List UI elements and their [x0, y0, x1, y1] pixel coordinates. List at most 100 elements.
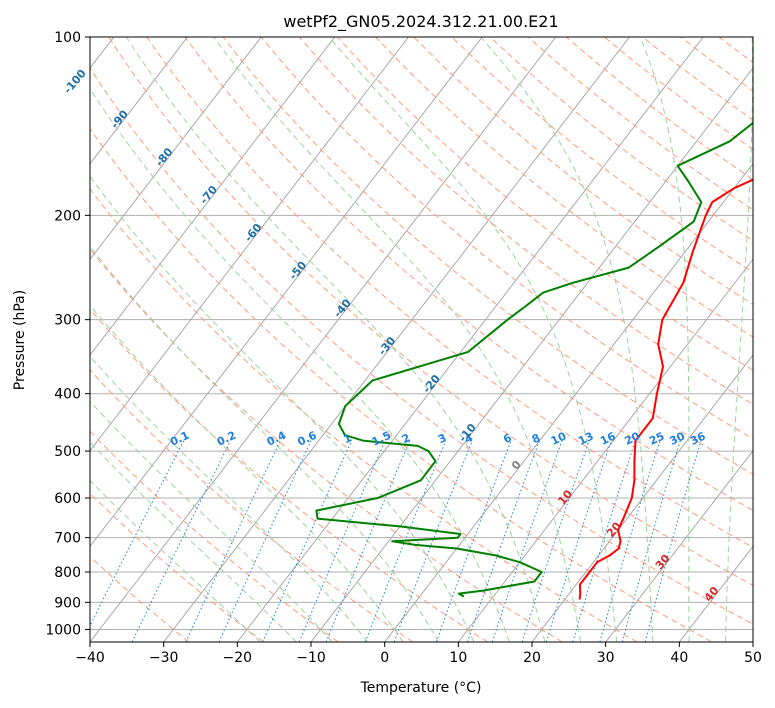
dewpoint-series-line — [315, 121, 753, 598]
y-tick-label: 1000 — [45, 622, 81, 638]
dry-adiabat-label: 10 — [555, 487, 575, 507]
dry-adiabat-label: 40 — [702, 584, 722, 604]
moist-adiabat-line — [90, 400, 333, 642]
background-lines — [90, 37, 753, 642]
moist-adiabat-line — [90, 355, 369, 642]
isotherm-line — [90, 37, 262, 261]
isotherm-line — [236, 37, 704, 642]
x-tick-label: 10 — [449, 650, 467, 666]
dry-adiabat-line — [90, 67, 753, 625]
x-tick-label: 40 — [670, 650, 688, 666]
dry-adiabat-label: -10 — [456, 421, 479, 445]
x-tick-label: 20 — [523, 650, 541, 666]
mixing-ratio-label: 0.6 — [296, 429, 319, 449]
dry-adiabat-label: -20 — [420, 372, 443, 396]
grid-layer — [90, 37, 753, 642]
dry-adiabat-line — [451, 37, 753, 273]
dry-adiabat-line — [90, 248, 563, 642]
moist-adiabat-line — [480, 37, 654, 642]
dry-adiabat-line — [90, 127, 712, 642]
y-tick-label: 400 — [54, 387, 81, 403]
temperature-series-line — [578, 178, 753, 600]
mixing-ratio-label: 16 — [598, 429, 618, 447]
isotherm-line — [90, 37, 483, 548]
dry-adiabat-label: -30 — [376, 334, 399, 358]
dry-adiabat-line — [337, 37, 753, 371]
x-tick-label: 50 — [744, 650, 762, 666]
isotherm-line — [678, 545, 753, 642]
x-tick-label: −30 — [149, 650, 179, 666]
mixing-ratio-line — [90, 440, 185, 627]
dry-adiabat-line — [90, 369, 414, 642]
dry-adiabat-line — [146, 37, 753, 549]
dry-adiabat-line — [108, 37, 753, 586]
y-axis: 100 200 300 400 500 600 700 800 900 1000 — [45, 30, 90, 638]
mixing-ratio-label: 13 — [576, 430, 595, 448]
moist-adiabat-line — [213, 37, 582, 642]
mixing-ratio-line — [621, 440, 681, 642]
x-axis: −40 −30 −20 −10 0 10 20 30 40 50 — [75, 642, 762, 666]
y-tick-label: 100 — [54, 30, 81, 46]
dry-adiabat-label: -80 — [153, 145, 176, 169]
mixing-ratio-line — [262, 440, 353, 642]
plot-frame — [89, 36, 754, 643]
mixing-ratio-label: 8 — [530, 431, 542, 446]
moist-adiabat-line — [125, 37, 546, 642]
dry-adiabat-line — [90, 308, 488, 642]
chart-title: wetPf2_GN05.2024.312.21.00.E21 — [283, 12, 558, 32]
dry-adiabat-line — [90, 555, 190, 642]
dry-adiabat-line — [298, 37, 753, 405]
dry-adiabat-label: -100 — [61, 67, 89, 97]
dry-adiabat-line — [565, 37, 753, 181]
moist-adiabat-line — [90, 479, 261, 642]
mixing-ratio-label: 0.2 — [215, 429, 238, 449]
x-tick-label: −10 — [296, 650, 326, 666]
isotherm-line — [531, 354, 753, 642]
mixing-ratio-line — [491, 440, 563, 642]
mixing-ratio-label: 1 — [341, 431, 353, 446]
mixing-ratio-line — [572, 440, 636, 642]
mixing-ratio-line — [131, 440, 232, 642]
dry-adiabat-line — [90, 188, 638, 642]
y-tick-label: 500 — [54, 444, 81, 460]
isotherm-line — [90, 37, 188, 165]
moist-adiabat-line — [639, 37, 690, 642]
mixing-ratio-label: 6 — [501, 431, 514, 446]
dry-adiabat-label: -40 — [331, 296, 354, 320]
dry-adiabat-line — [642, 37, 753, 121]
isotherm-line — [457, 258, 753, 642]
dry-adiabat-line — [90, 430, 339, 642]
mixing-ratio-line — [298, 440, 386, 642]
x-tick-label: −20 — [223, 650, 253, 666]
y-tick-label: 900 — [54, 595, 81, 611]
y-tick-label: 600 — [54, 491, 81, 507]
y-tick-label: 700 — [54, 531, 81, 547]
dry-adiabat-line — [375, 37, 753, 338]
mixing-ratio-line — [218, 440, 312, 642]
mixing-ratio-line — [599, 440, 661, 642]
isotherm-line — [163, 37, 630, 642]
mixing-ratio-line — [545, 440, 612, 642]
dry-adiabat-label: -70 — [197, 183, 220, 207]
mixing-ratio-label: 25 — [647, 430, 666, 448]
mixing-ratio-line — [644, 440, 702, 642]
x-tick-label: 30 — [597, 650, 615, 666]
moist-adiabat-line — [90, 245, 439, 642]
dry-adiabat-label: -60 — [242, 221, 265, 245]
moist-adiabat-line — [328, 37, 618, 642]
mixing-ratio-label: 0.1 — [168, 429, 191, 449]
moist-adiabat-line — [725, 37, 753, 642]
isotherm-line — [384, 162, 753, 642]
dry-adiabat-line — [184, 37, 753, 512]
y-axis-title: Pressure (hPa) — [12, 290, 28, 390]
mixing-ratio-label: 36 — [688, 429, 708, 447]
dry-adiabat-line — [527, 37, 753, 211]
dry-adiabat-line — [489, 37, 753, 242]
mixing-ratio-label: 20 — [622, 429, 642, 447]
y-tick-label: 800 — [54, 565, 81, 581]
mixing-ratio-line — [467, 440, 540, 642]
profile-lines — [315, 121, 753, 600]
x-tick-label: −40 — [75, 650, 105, 666]
dry-adiabat-label: 0 — [509, 458, 524, 472]
